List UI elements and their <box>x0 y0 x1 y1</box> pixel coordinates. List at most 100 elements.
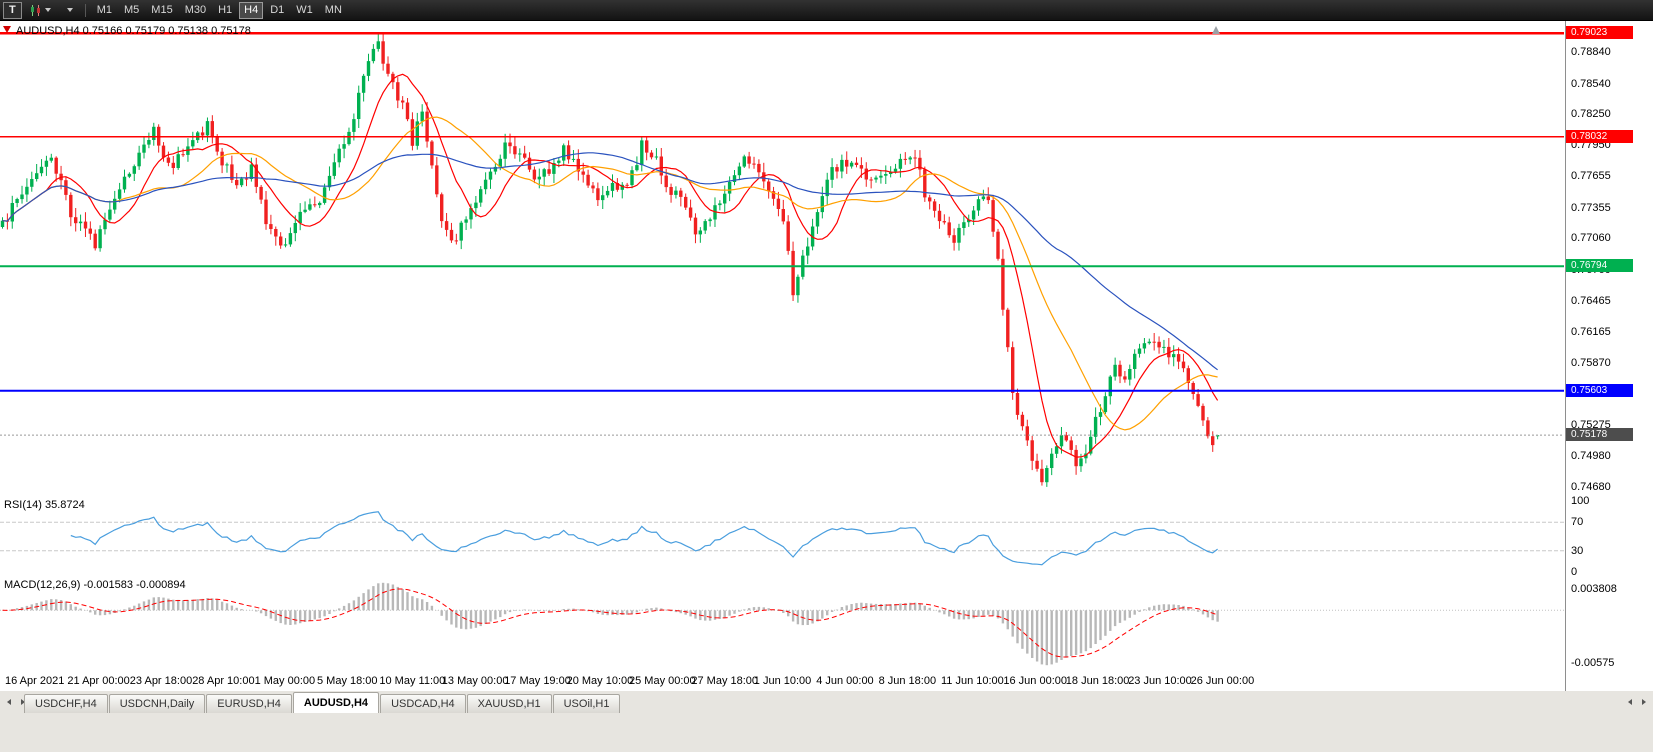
rsi-axis[interactable]: 10070300 <box>1565 497 1653 577</box>
candle-body <box>835 167 838 171</box>
candlestick-chart-icon <box>29 4 42 17</box>
tab-usdcad-h4[interactable]: USDCAD,H4 <box>380 694 466 713</box>
candle-body <box>162 146 165 158</box>
candle-body <box>704 221 707 230</box>
candle-body <box>518 154 521 155</box>
candle-body <box>752 164 755 165</box>
candle-body <box>450 230 453 241</box>
timeframe-m15[interactable]: M15 <box>146 2 177 19</box>
price-badge: 0.75178 <box>1566 428 1633 441</box>
time-label: 5 May 18:00 <box>317 675 378 687</box>
tab-usoil-h1[interactable]: USOil,H1 <box>553 694 621 713</box>
candle-body <box>913 158 916 159</box>
chevron-down-icon <box>45 8 51 12</box>
timeframe-h4[interactable]: H4 <box>239 2 263 19</box>
chart-title: AUDUSD,H4 0.75166 0.75179 0.75138 0.7517… <box>16 25 251 37</box>
price-badge: 0.76794 <box>1566 259 1633 272</box>
t-button[interactable]: T <box>3 2 22 19</box>
time-label: 26 Jun 00:00 <box>1191 675 1255 687</box>
candle-body <box>299 212 302 223</box>
candle-body <box>601 195 604 200</box>
time-axis[interactable]: 16 Apr 202121 Apr 00:0023 Apr 18:0028 Ap… <box>0 672 1653 692</box>
price-badge: 0.79023 <box>1566 26 1633 39</box>
candle-body <box>1021 415 1024 426</box>
candle-body <box>123 177 126 190</box>
tab-scroll-right-group <box>1623 695 1651 709</box>
time-label: 16 Jun 00:00 <box>1003 675 1067 687</box>
main-chart-area[interactable]: AUDUSD,H4 0.75166 0.75179 0.75138 0.7517… <box>0 20 1565 497</box>
candle-body <box>860 165 863 169</box>
timeframe-w1[interactable]: W1 <box>291 2 318 19</box>
candle-body <box>1113 365 1116 377</box>
candle-body <box>279 237 282 246</box>
candle-body <box>625 185 628 186</box>
options-dropdown-button[interactable] <box>58 2 79 19</box>
candle-body <box>269 224 272 229</box>
tab-eurusd-h4[interactable]: EURUSD,H4 <box>206 694 292 713</box>
candle-body <box>723 194 726 204</box>
candle-body <box>323 187 326 203</box>
time-label: 8 Jun 18:00 <box>879 675 937 687</box>
macd-canvas <box>0 577 1564 671</box>
candle-body <box>1211 436 1214 445</box>
candle-body <box>1070 440 1073 450</box>
candle-body <box>962 222 965 228</box>
candle-body <box>1094 417 1097 437</box>
candle-body <box>948 222 951 235</box>
candle-body <box>1201 406 1204 421</box>
candle-body <box>1074 450 1077 466</box>
timeframe-button-group: M1M5M15M30H1H4D1W1MN <box>92 2 347 19</box>
candle-body <box>30 179 33 187</box>
candle-body <box>665 176 668 188</box>
tabs-next-button[interactable] <box>1638 695 1650 709</box>
candle-body <box>894 169 897 172</box>
axis-label: 0.78840 <box>1571 46 1611 58</box>
toolbar-separator <box>85 4 86 17</box>
candle-body <box>474 203 477 209</box>
candle-body <box>977 199 980 210</box>
candle-body <box>108 210 111 220</box>
candle-body <box>1031 440 1034 461</box>
macd-label: MACD(12,26,9) -0.001583 -0.000894 <box>4 579 186 591</box>
candle-body <box>1016 393 1019 415</box>
candle-body <box>445 221 448 230</box>
timeframe-m5[interactable]: M5 <box>119 2 144 19</box>
candle-body <box>543 169 546 177</box>
candle-body <box>303 210 306 212</box>
candle-body <box>669 187 672 195</box>
candle-body <box>35 173 38 179</box>
macd-indicator-panel: MACD(12,26,9) -0.001583 -0.000894 0.0038… <box>0 577 1653 673</box>
axis-label: 0.74680 <box>1571 481 1611 493</box>
macd-chart-area[interactable]: MACD(12,26,9) -0.001583 -0.000894 <box>0 577 1565 672</box>
candle-body <box>98 229 101 248</box>
rsi-label: RSI(14) 35.8724 <box>4 499 85 511</box>
candle-body <box>699 231 702 235</box>
tab-usdchf-h4[interactable]: USDCHF,H4 <box>24 694 108 713</box>
rsi-chart-area[interactable]: RSI(14) 35.8724 <box>0 497 1565 577</box>
timeframe-mn[interactable]: MN <box>320 2 347 19</box>
price-axis[interactable]: 0.788400.785400.782500.779500.776550.773… <box>1565 20 1653 497</box>
candle-body <box>1153 342 1156 343</box>
candle-body <box>11 203 14 222</box>
candle-body <box>381 41 384 63</box>
axis-label: 0.75870 <box>1571 357 1611 369</box>
candle-body <box>777 199 780 209</box>
top-toolbar: T M1M5M15M30H1H4D1W1MN <box>0 0 1653 21</box>
chart-type-button[interactable] <box>23 2 57 19</box>
tabs-scroll-left-button[interactable] <box>3 695 15 709</box>
candle-body <box>74 217 77 223</box>
timeframe-m1[interactable]: M1 <box>92 2 117 19</box>
tab-xauusd-h1[interactable]: XAUUSD,H1 <box>467 694 552 713</box>
timeframe-h1[interactable]: H1 <box>213 2 237 19</box>
tabs-prev-button[interactable] <box>1624 695 1636 709</box>
candle-body <box>938 211 941 221</box>
candle-body <box>1177 354 1180 362</box>
chart-tab-bar: USDCHF,H4USDCNH,DailyEURUSD,H4AUDUSD,H4U… <box>0 691 1653 752</box>
timeframe-d1[interactable]: D1 <box>265 2 289 19</box>
tab-audusd-h4[interactable]: AUDUSD,H4 <box>293 692 379 713</box>
timeframe-m30[interactable]: M30 <box>180 2 211 19</box>
tab-usdcnh-daily[interactable]: USDCNH,Daily <box>109 694 206 713</box>
macd-axis[interactable]: 0.003808-0.00575 <box>1565 577 1653 672</box>
candle-body <box>225 164 228 165</box>
candle-body <box>206 121 209 135</box>
